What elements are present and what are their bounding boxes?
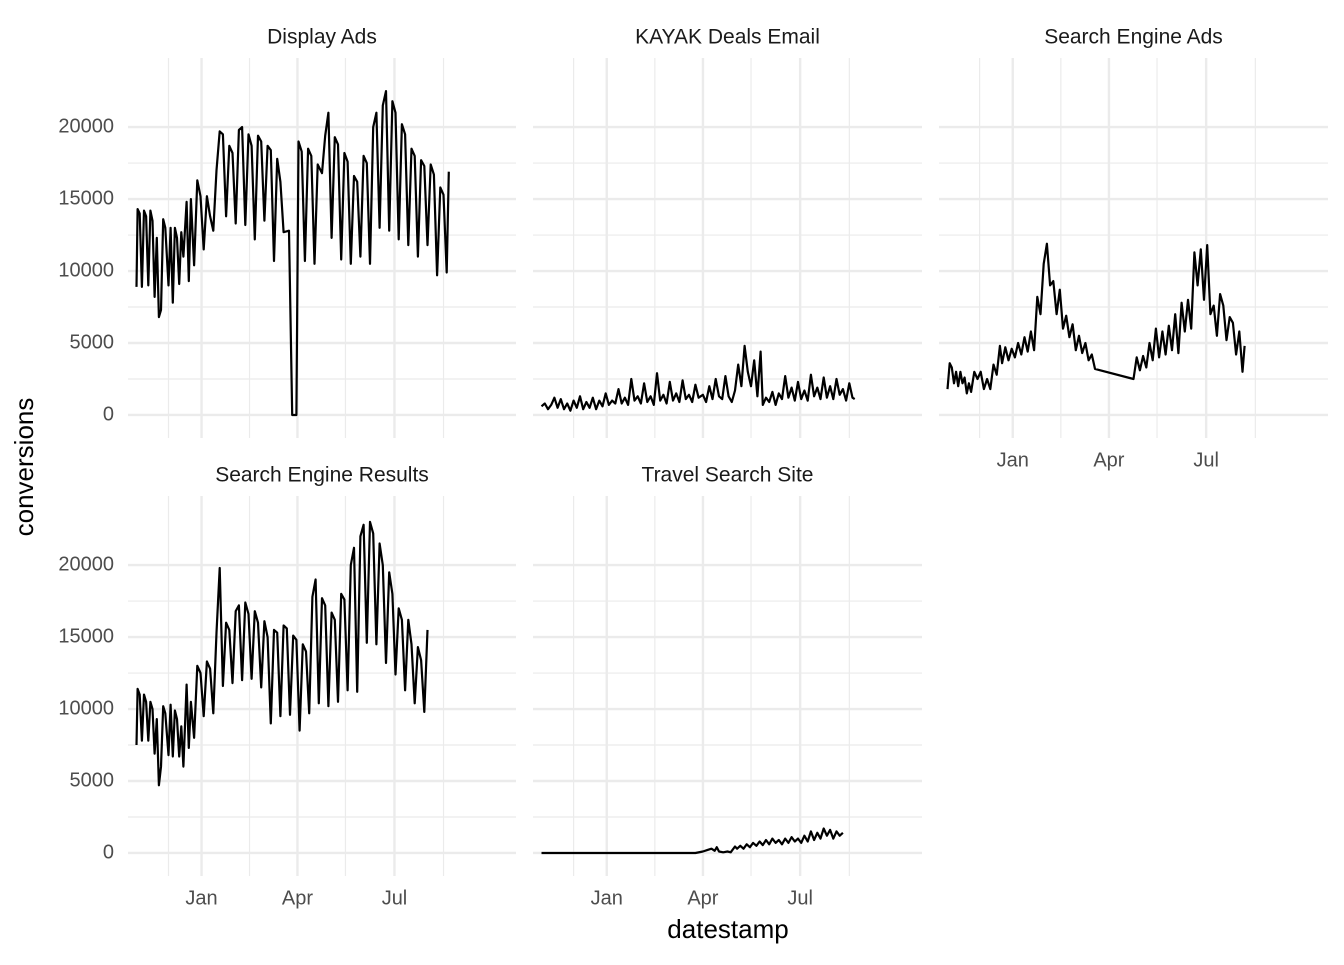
x-tick-label: Jan — [185, 887, 217, 909]
facet-panel: Search Engine Ads Jan Apr Jul — [939, 26, 1328, 471]
y-tick-label: 15000 — [58, 625, 114, 647]
series-line — [135, 89, 450, 417]
x-tick-label: Jul — [382, 887, 408, 909]
x-tick-label: Jul — [1193, 449, 1219, 471]
x-tick-label: Apr — [687, 887, 718, 909]
y-tick-label: 20000 — [58, 115, 114, 137]
facet-panel: Search Engine Results 0 5000 10000 15000 2000… — [58, 464, 516, 909]
x-axis-title: datestamp — [667, 914, 788, 944]
facet-title: Travel Search Site — [642, 464, 814, 487]
facet-title: Search Engine Results — [215, 464, 429, 487]
y-axis-title: conversions — [9, 398, 39, 537]
series-line — [946, 242, 1246, 395]
series-line — [135, 520, 429, 787]
y-tick-label: 10000 — [58, 697, 114, 719]
facet-title: Search Engine Ads — [1044, 26, 1223, 49]
x-tick-label: Jan — [591, 887, 623, 909]
y-tick-label: 15000 — [58, 187, 114, 209]
series-line — [540, 344, 856, 412]
facet-panel: Travel Search Site Jan Apr Jul — [533, 464, 922, 909]
x-tick-label: Jan — [997, 449, 1029, 471]
facet-panel: Display Ads 0 5000 10000 15000 20000 — [58, 26, 516, 438]
facet-panel: KAYAK Deals Email — [533, 26, 922, 438]
y-tick-label: 5000 — [70, 331, 115, 353]
y-tick-label: 5000 — [70, 769, 115, 791]
x-tick-label: Apr — [1093, 449, 1124, 471]
series-line — [541, 827, 844, 855]
facet-title: KAYAK Deals Email — [635, 26, 820, 49]
y-tick-label: 0 — [103, 841, 114, 863]
facet-title: Display Ads — [267, 26, 377, 49]
x-tick-label: Jul — [787, 887, 813, 909]
y-tick-label: 20000 — [58, 553, 114, 575]
y-tick-label: 10000 — [58, 259, 114, 281]
y-tick-label: 0 — [103, 403, 114, 425]
x-tick-label: Apr — [282, 887, 313, 909]
